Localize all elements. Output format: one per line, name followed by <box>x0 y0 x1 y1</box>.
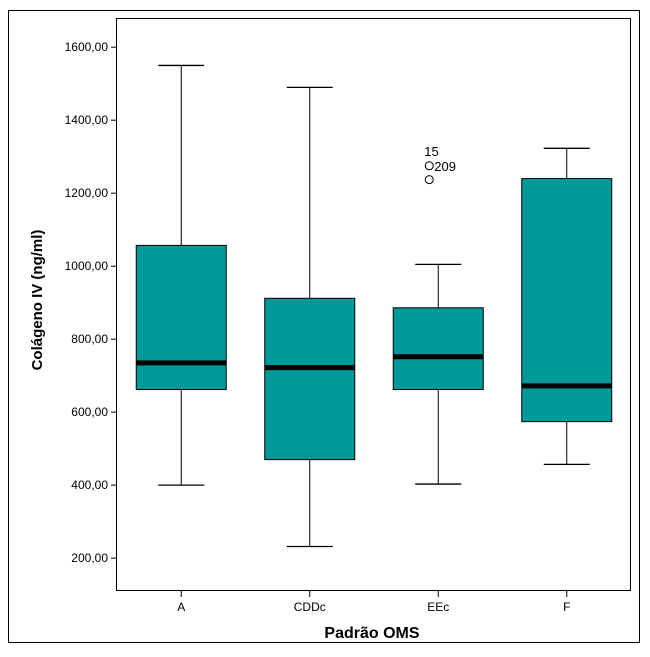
outlier-label: 209 <box>434 159 456 174</box>
x-axis-label: Padrão OMS <box>324 625 419 642</box>
x-tick-label: EEc <box>427 600 449 614</box>
box <box>264 297 356 461</box>
y-tick-label: 600,00 <box>71 405 108 419</box>
x-tick-label: CDDc <box>294 600 326 614</box>
box <box>392 307 484 391</box>
x-tick-label: F <box>563 600 570 614</box>
x-axis: A CDDc EEc F <box>177 591 570 614</box>
outlier-point <box>424 161 434 171</box>
y-tick-label: 1600,00 <box>65 40 109 54</box>
y-tick-label: 400,00 <box>71 478 108 492</box>
box-group-cddc <box>264 86 356 548</box>
y-tick-label: 1400,00 <box>65 113 109 127</box>
y-axis-label: Colágeno IV (ng/ml) <box>29 230 46 371</box>
box <box>521 178 613 423</box>
outlier-point <box>424 175 434 185</box>
outlier-label: 15 <box>424 144 438 159</box>
plot-area-border <box>116 18 631 591</box>
y-axis: 200,00 400,00 600,00 800,00 1000,00 1200,00 14… <box>65 40 117 565</box>
y-tick-label: 800,00 <box>71 332 108 346</box>
box-group-a <box>135 64 227 486</box>
y-tick-label: 1000,00 <box>65 259 109 273</box>
outer-border <box>8 10 640 643</box>
box <box>135 244 227 391</box>
y-tick-label: 200,00 <box>71 551 108 565</box>
box-group-f <box>521 147 613 466</box>
y-tick-label: 1200,00 <box>65 186 109 200</box>
x-tick-label: A <box>177 600 185 614</box>
